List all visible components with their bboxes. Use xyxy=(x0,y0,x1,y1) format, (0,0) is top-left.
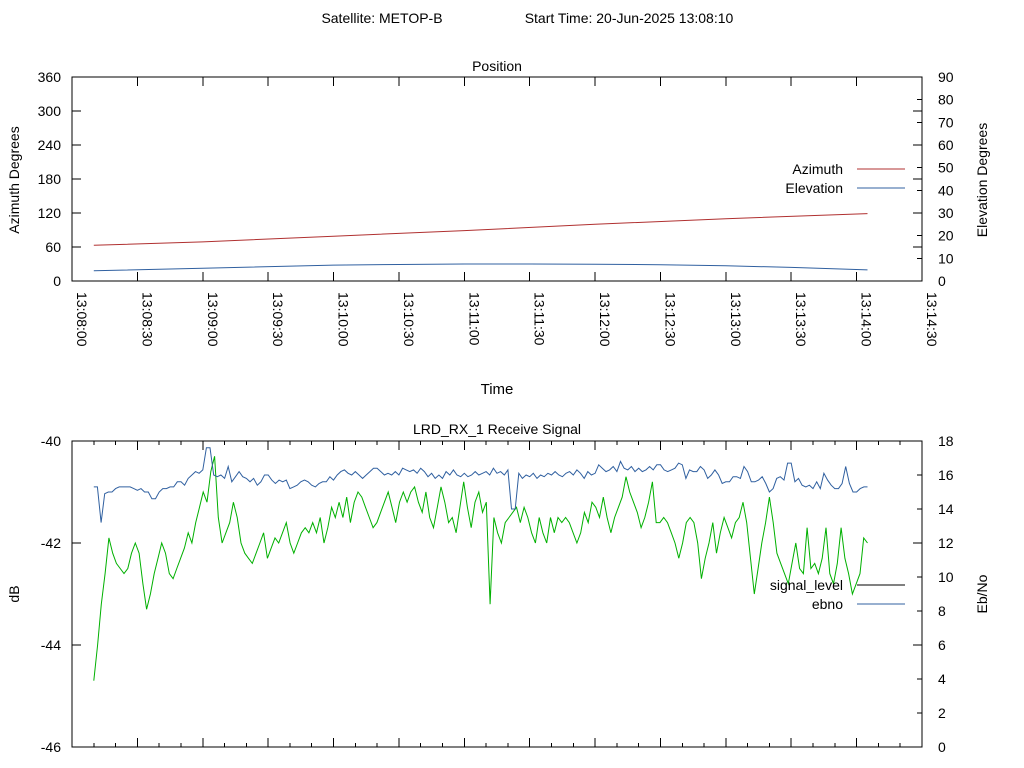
signal-ylabel: dB xyxy=(6,585,22,602)
plot-frame xyxy=(71,440,923,748)
y2-tick-label: 0 xyxy=(938,739,946,755)
y-tick-label: -40 xyxy=(41,433,61,449)
x-tick-label: 13:08:00 xyxy=(74,292,90,347)
satellite-label: Satellite: METOP-B xyxy=(321,10,442,26)
y-tick-label: 60 xyxy=(45,239,61,255)
x-tick-label: 13:09:00 xyxy=(205,292,221,347)
y2-tick-label: 40 xyxy=(938,182,954,198)
y2-tick-label: 4 xyxy=(938,671,946,687)
y-tick-label: 360 xyxy=(38,69,62,85)
y2-tick-label: 0 xyxy=(938,273,946,289)
x-tick-label: 13:14:30 xyxy=(924,292,940,347)
x-tick-label: 13:13:30 xyxy=(793,292,809,347)
x-tick-label: 13:11:00 xyxy=(466,292,482,346)
series-line-Azimuth xyxy=(93,213,868,246)
signal-y2label: Eb/No xyxy=(974,574,990,613)
y-tick-label: -46 xyxy=(41,739,61,755)
y-tick-label: -44 xyxy=(41,637,61,653)
y-tick-label: 180 xyxy=(38,171,62,187)
y-tick-label: 0 xyxy=(53,273,61,289)
start-time-label: Start Time: 20-Jun-2025 13:08:10 xyxy=(525,10,734,26)
position-xlabel: Time xyxy=(481,381,514,398)
position-title: Position xyxy=(472,58,522,74)
legend-label-ebno: ebno xyxy=(812,596,843,612)
y2-tick-label: 80 xyxy=(938,92,954,108)
series-line-Elevation xyxy=(93,263,868,272)
y2-tick-label: 20 xyxy=(938,228,954,244)
position-ylabel: Azimuth Degrees xyxy=(6,126,22,233)
y2-tick-label: 50 xyxy=(938,160,954,176)
y2-tick-label: 10 xyxy=(938,569,954,585)
y2-tick-label: 18 xyxy=(938,433,954,449)
y2-tick-label: 6 xyxy=(938,637,946,653)
legend-label-signal-level: signal_level xyxy=(770,577,843,593)
x-tick-label: 13:11:30 xyxy=(532,292,548,346)
y-tick-label: -42 xyxy=(41,535,61,551)
y2-tick-label: 8 xyxy=(938,603,946,619)
series-line-ebno xyxy=(93,447,868,523)
y-tick-label: 300 xyxy=(38,103,62,119)
y2-tick-label: 12 xyxy=(938,535,954,551)
x-tick-label: 13:08:30 xyxy=(139,292,155,347)
series-line-signal-level xyxy=(93,456,868,681)
y2-tick-label: 14 xyxy=(938,501,954,517)
x-tick-label: 13:10:30 xyxy=(401,292,417,347)
x-tick-label: 13:10:00 xyxy=(336,292,352,347)
plot-frame xyxy=(71,76,923,282)
y2-tick-label: 2 xyxy=(938,705,946,721)
x-tick-label: 13:12:00 xyxy=(597,292,613,347)
y2-tick-label: 70 xyxy=(938,114,954,130)
y2-tick-label: 10 xyxy=(938,250,954,266)
y2-tick-label: 30 xyxy=(938,205,954,221)
x-tick-label: 13:13:00 xyxy=(728,292,744,347)
legend-label-Elevation: Elevation xyxy=(785,180,843,196)
y2-tick-label: 16 xyxy=(938,467,954,483)
x-tick-label: 13:09:30 xyxy=(270,292,286,347)
legend-label-Azimuth: Azimuth xyxy=(792,161,843,177)
position-y2label: Elevation Degrees xyxy=(974,123,990,237)
signal-title: LRD_RX_1 Receive Signal xyxy=(413,421,581,437)
x-tick-label: 13:14:00 xyxy=(859,292,875,347)
y-tick-label: 240 xyxy=(38,137,62,153)
y2-tick-label: 60 xyxy=(938,137,954,153)
y2-tick-label: 90 xyxy=(938,69,954,85)
x-tick-label: 13:12:30 xyxy=(662,292,678,347)
plot-position: 0 60 120 180 240 300 360 0 10 20 30 40 50 60 70 80 90 13:… xyxy=(38,69,954,347)
plot-signal: -46 -44 -42 -40 0 2 4 6 8 10 12 14 16 18 signal_levele… xyxy=(41,433,954,755)
y-tick-label: 120 xyxy=(38,205,62,221)
